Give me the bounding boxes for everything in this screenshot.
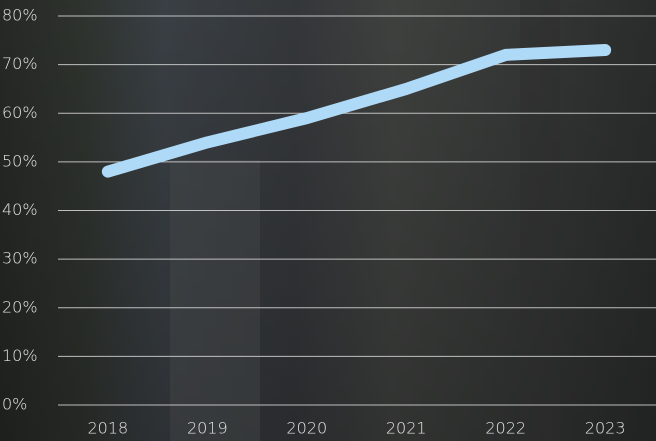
x-tick-label: 2019	[187, 419, 228, 438]
y-tick-label: 60%	[2, 103, 38, 122]
x-tick-label: 2023	[585, 419, 626, 438]
y-tick-label: 0%	[2, 395, 27, 414]
background-shape	[520, 0, 560, 441]
background-shape	[170, 160, 260, 441]
x-tick-label: 2021	[386, 419, 427, 438]
data-line	[101, 44, 612, 178]
y-tick-label: 30%	[2, 249, 38, 268]
x-tick-label: 2022	[485, 419, 526, 438]
x-tick-label: 2018	[87, 419, 128, 438]
y-tick-label: 70%	[2, 54, 38, 73]
y-tick-label: 40%	[2, 200, 38, 219]
x-tick-label: 2020	[286, 419, 327, 438]
y-tick-label: 20%	[2, 297, 38, 316]
y-tick-label: 10%	[2, 346, 38, 365]
y-tick-label: 50%	[2, 151, 38, 170]
y-tick-label: 80%	[2, 6, 38, 25]
